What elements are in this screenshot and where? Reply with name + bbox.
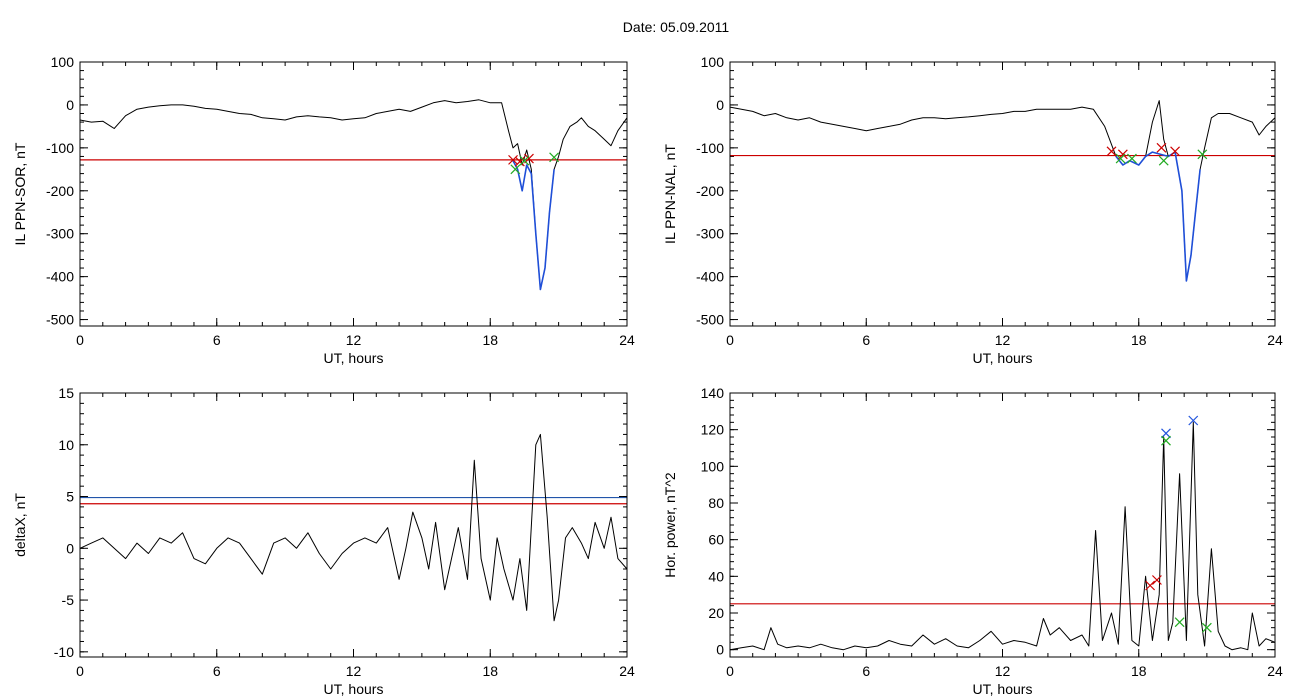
data-marker bbox=[1156, 142, 1167, 153]
x-tick-label: 0 bbox=[726, 332, 734, 348]
y-tick-label: -100 bbox=[696, 140, 724, 156]
data-marker bbox=[1127, 153, 1137, 164]
plot-frame bbox=[79, 392, 628, 658]
x-tick-label: 18 bbox=[1131, 332, 1147, 348]
x-tick-label: 0 bbox=[76, 663, 84, 679]
y-tick-label: 15 bbox=[58, 385, 74, 401]
plot-panel-3: 0 6 12 18 24 15 10 5 0 -5 -10 UT, hours deltaX, nT bbox=[12, 385, 635, 697]
y-tick-label: -300 bbox=[696, 226, 724, 242]
y-tick-label: -500 bbox=[46, 312, 74, 328]
x-tick-label: 6 bbox=[862, 332, 870, 348]
figure-title: Date: 05.09.2011 bbox=[622, 19, 730, 35]
plot-panel-1: 0 6 12 18 24 100 0 -100 -200 -300 -400 -500 UT, hour… bbox=[12, 54, 635, 366]
x-tick-label: 12 bbox=[346, 332, 362, 348]
data-marker bbox=[510, 164, 521, 175]
data-marker bbox=[508, 154, 518, 165]
x-tick-label: 12 bbox=[995, 663, 1011, 679]
y-tick-label: 0 bbox=[66, 97, 74, 113]
x-tick-label: 6 bbox=[862, 663, 870, 679]
data-marker bbox=[1115, 153, 1126, 164]
data-marker bbox=[1145, 580, 1156, 591]
y-tick-label: -10 bbox=[54, 644, 74, 660]
data-marker bbox=[1161, 435, 1171, 446]
y-tick-label: 5 bbox=[66, 489, 74, 505]
y-tick-label: 10 bbox=[58, 437, 74, 453]
y-tick-label: 60 bbox=[708, 532, 724, 548]
x-tick-label: 24 bbox=[1267, 663, 1283, 679]
x-tick-label: 0 bbox=[726, 663, 734, 679]
data-marker bbox=[1197, 149, 1208, 160]
y-tick-label: -5 bbox=[62, 592, 75, 608]
series-line-2 bbox=[512, 160, 555, 291]
x-tick-label: 12 bbox=[346, 663, 362, 679]
y-tick-label: -200 bbox=[696, 183, 724, 199]
series-line-2 bbox=[1115, 151, 1201, 282]
data-marker bbox=[1158, 155, 1169, 166]
x-tick-label: 18 bbox=[1131, 663, 1147, 679]
data-marker bbox=[1106, 146, 1117, 157]
x-tick-label: 12 bbox=[995, 332, 1011, 348]
x-tick-label: 24 bbox=[619, 332, 635, 348]
x-axis-label: UT, hours bbox=[973, 681, 1033, 697]
x-tick-label: 6 bbox=[213, 332, 221, 348]
plot-panel-4: 0 6 12 18 24 140 120 100 80 60 40 20 0 UT, hours Hor. … bbox=[662, 385, 1283, 697]
y-tick-label: 20 bbox=[708, 605, 724, 621]
plot-panel-2: 0 6 12 18 24 100 0 -100 -200 -300 -400 -500 UT, hour… bbox=[662, 54, 1283, 366]
y-axis-label: deltaX, nT bbox=[12, 493, 28, 557]
plot-frame bbox=[79, 61, 628, 327]
y-tick-label: -100 bbox=[46, 140, 74, 156]
series-line-1 bbox=[729, 100, 1276, 282]
y-tick-label: 100 bbox=[51, 54, 75, 70]
data-marker bbox=[1174, 617, 1185, 628]
y-tick-label: -400 bbox=[46, 269, 74, 285]
y-tick-label: -400 bbox=[696, 269, 724, 285]
x-tick-label: 24 bbox=[1267, 332, 1283, 348]
plot-frame bbox=[729, 392, 1276, 658]
y-axis-label: Hor. power, nT^2 bbox=[662, 472, 678, 578]
x-axis-label: UT, hours bbox=[324, 681, 384, 697]
data-marker bbox=[1161, 428, 1171, 439]
x-axis-label: UT, hours bbox=[324, 350, 384, 366]
data-marker bbox=[1201, 622, 1212, 633]
x-tick-label: 18 bbox=[482, 663, 498, 679]
data-marker bbox=[1188, 415, 1199, 426]
y-axis-label: IL PPN-SOR, nT bbox=[12, 142, 28, 245]
x-tick-label: 18 bbox=[482, 332, 498, 348]
y-tick-label: 40 bbox=[708, 568, 724, 584]
y-axis-label: IL PPN-NAL, nT bbox=[662, 144, 678, 244]
data-marker bbox=[519, 155, 530, 166]
series-line-1 bbox=[79, 433, 628, 622]
x-axis-label: UT, hours bbox=[973, 350, 1033, 366]
data-marker bbox=[1151, 575, 1162, 585]
plot-frame bbox=[729, 61, 1276, 327]
data-marker bbox=[549, 152, 559, 163]
y-tick-label: 0 bbox=[716, 642, 724, 658]
y-tick-label: -500 bbox=[696, 312, 724, 328]
y-tick-label: 120 bbox=[701, 422, 725, 438]
data-marker bbox=[1170, 146, 1181, 157]
series-line-1 bbox=[79, 99, 628, 290]
x-tick-label: 0 bbox=[76, 332, 84, 348]
y-tick-label: 100 bbox=[701, 54, 725, 70]
x-tick-label: 24 bbox=[619, 663, 635, 679]
y-tick-label: -200 bbox=[46, 183, 74, 199]
x-tick-label: 6 bbox=[213, 663, 221, 679]
y-tick-label: 80 bbox=[708, 495, 724, 511]
y-tick-label: 0 bbox=[716, 97, 724, 113]
series-line-1 bbox=[729, 421, 1276, 651]
y-tick-label: -300 bbox=[46, 226, 74, 242]
y-tick-label: 100 bbox=[701, 458, 725, 474]
y-tick-label: 0 bbox=[66, 540, 74, 556]
y-tick-label: 140 bbox=[701, 385, 725, 401]
